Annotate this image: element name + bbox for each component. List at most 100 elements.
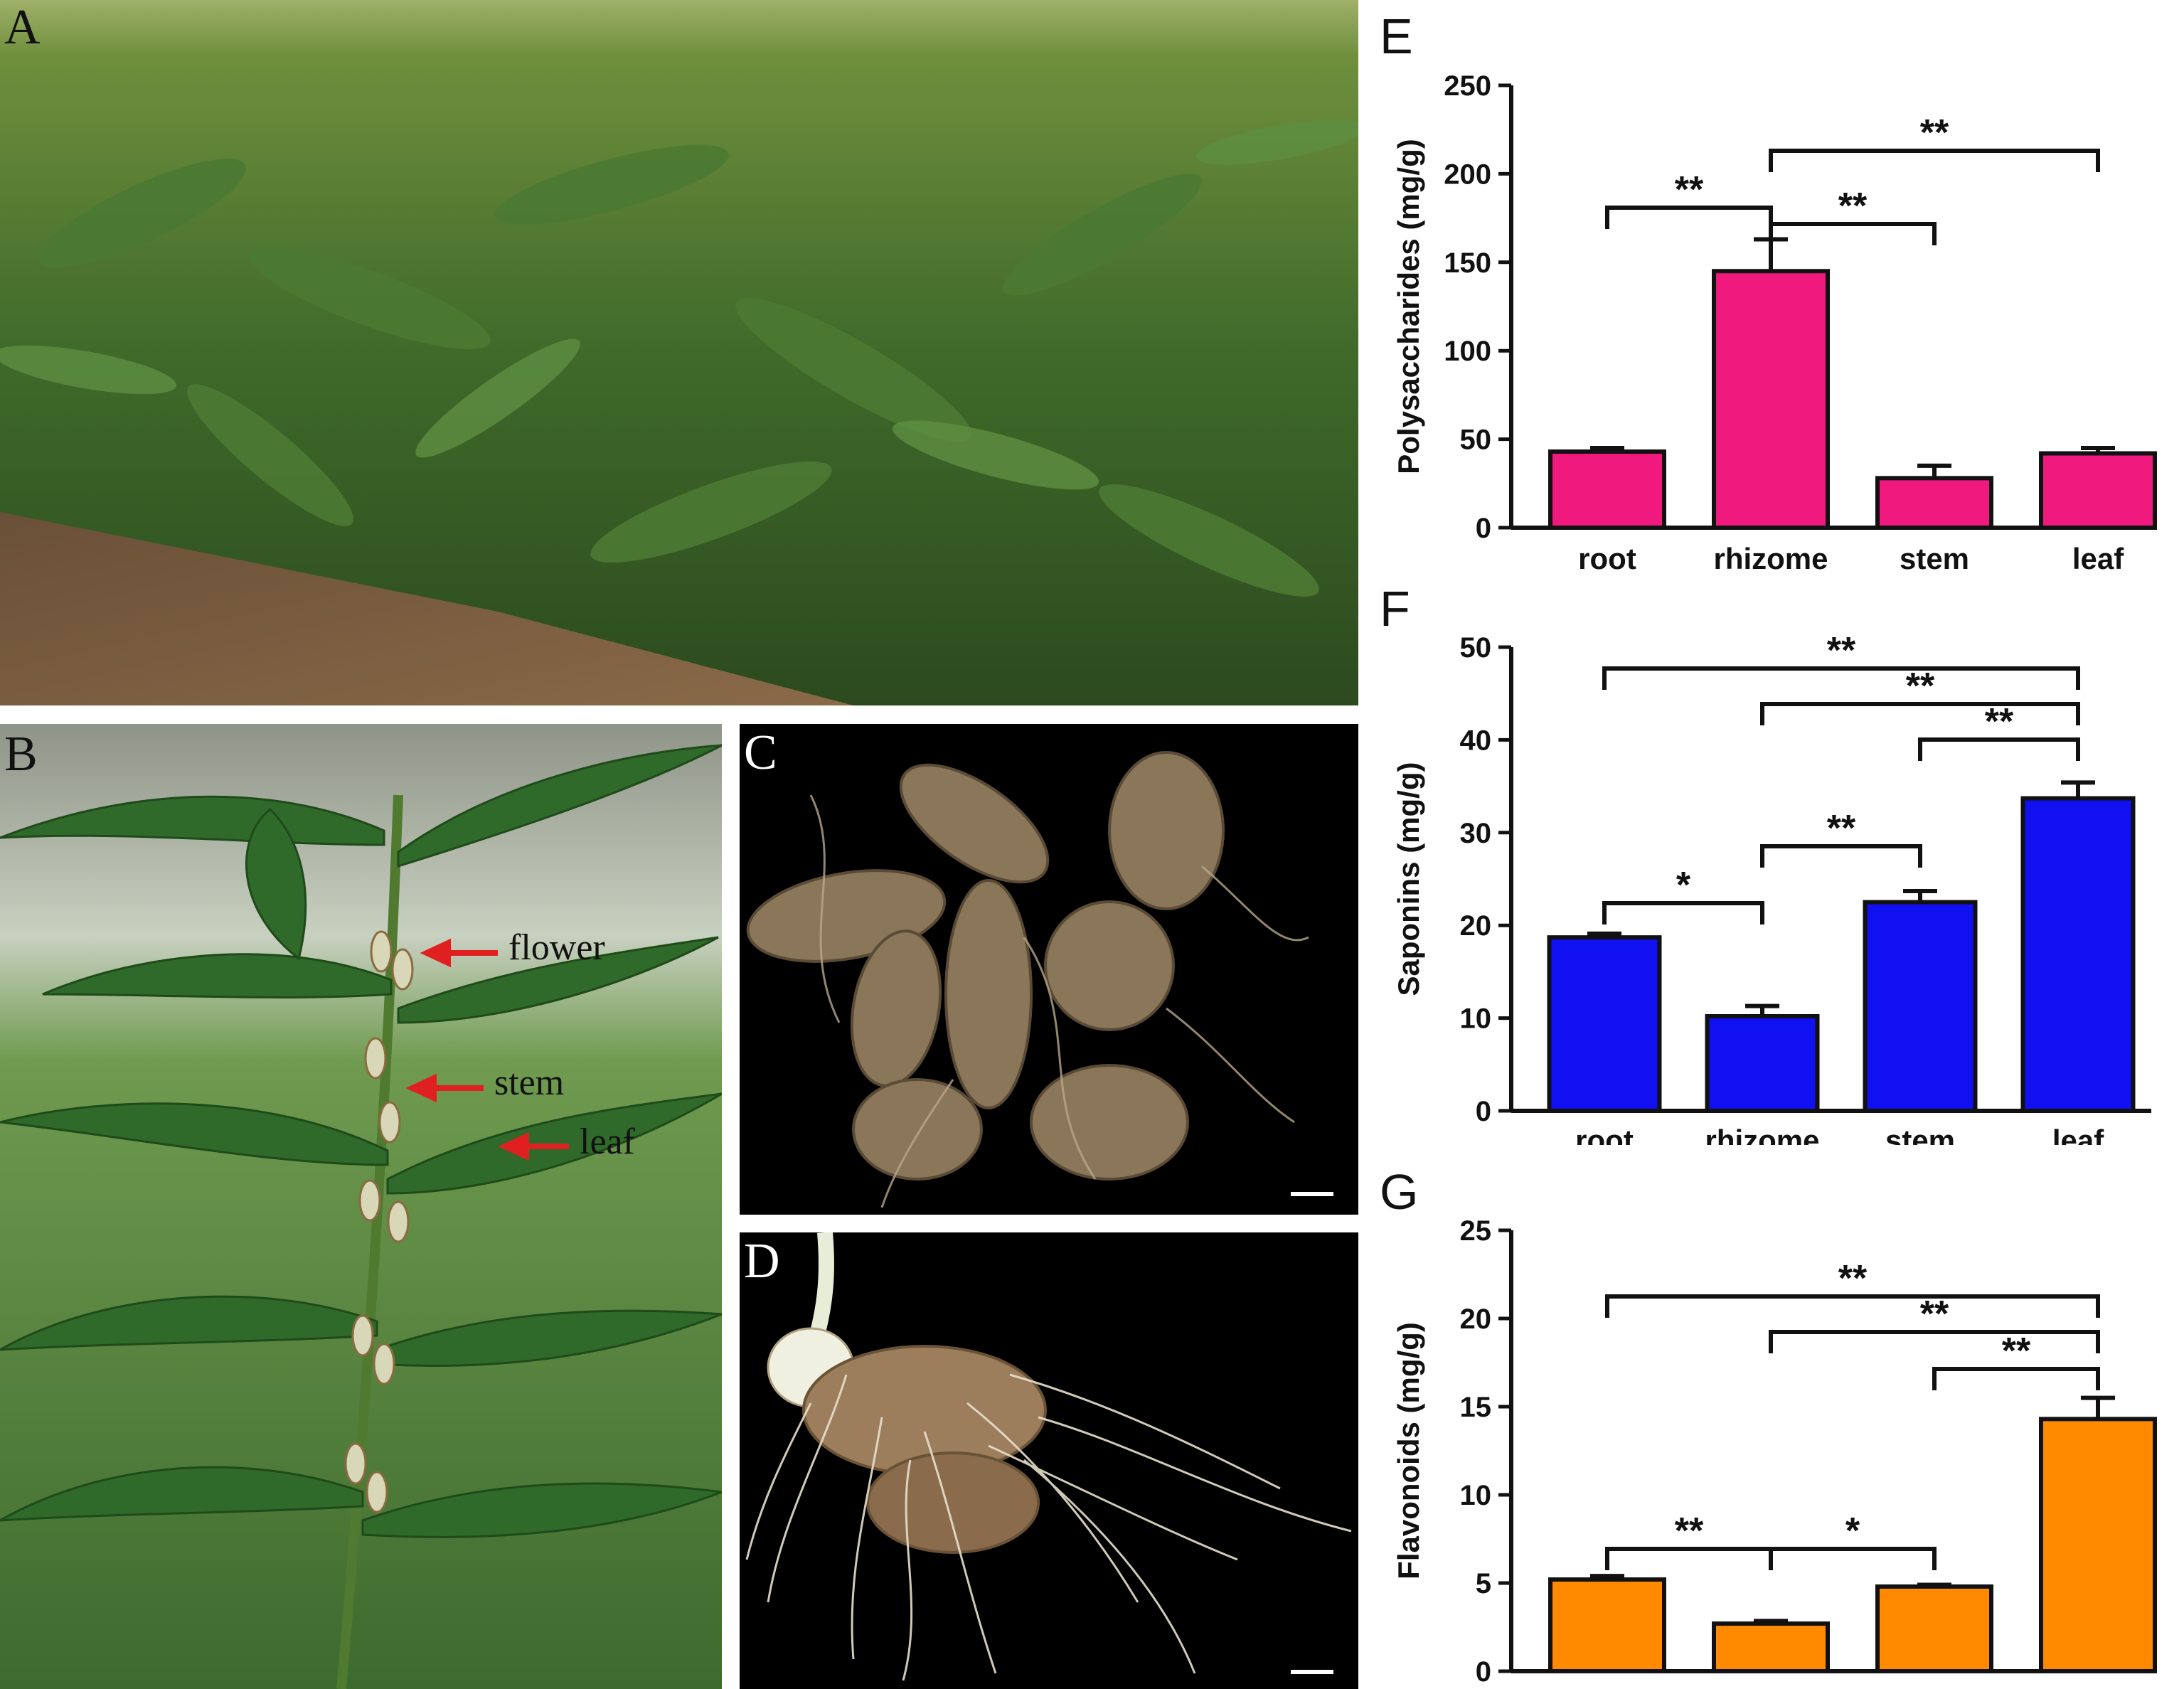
significance-label: ** [1985, 701, 2014, 742]
bar-stem [1875, 476, 1993, 530]
photo-panel-b: B flower stem leaf [0, 724, 722, 1689]
bracket-line [1760, 844, 1922, 868]
significance-label: ** [1906, 666, 1935, 707]
bar-root [1547, 935, 1662, 1114]
x-tick-label: root [1578, 1687, 1636, 1689]
annotation-stem: stem [494, 1062, 565, 1103]
bar-leaf [2039, 451, 2157, 531]
rhizome-photo [746, 751, 1333, 1208]
y-tick-label: 10 [1460, 1480, 1492, 1511]
significance-bracket: * [1602, 865, 1764, 925]
significance-label: ** [1675, 169, 1704, 211]
x-tick-label: stem [1900, 542, 1969, 575]
x-tick-label: stem [1900, 1687, 1969, 1689]
x-tick-label: rhizome [1713, 542, 1828, 575]
bracket-line [1602, 901, 1764, 925]
significance-label: ** [1675, 1510, 1704, 1552]
significance-bracket: ** [1932, 1331, 2100, 1390]
significance-label: ** [1827, 808, 1856, 849]
bracket-line [1769, 1547, 1937, 1570]
x-tick-label: leaf [2072, 542, 2124, 575]
bracket-line [1605, 206, 1773, 229]
y-tick-label: 150 [1444, 247, 1491, 279]
significance-bracket: ** [1605, 1258, 2100, 1318]
x-tick-label: stem [1885, 1124, 1955, 1145]
significance-bracket: ** [1769, 1294, 2100, 1353]
y-tick-label: 40 [1460, 725, 1492, 756]
bracket-line [1918, 737, 2080, 761]
significance-label: ** [2002, 1331, 2031, 1372]
x-tick-label: leaf [2072, 1687, 2124, 1689]
y-axis-label: Saponins (mg/g) [1392, 762, 1425, 996]
photo-panel-d: D [740, 1232, 1358, 1689]
bar-stem [1875, 1584, 1993, 1674]
y-tick-label: 0 [1476, 513, 1491, 544]
panel-label-d: D [744, 1234, 780, 1289]
scale-bar [1291, 1670, 1333, 1674]
significance-label: ** [1827, 630, 1856, 671]
significance-bracket: ** [1769, 112, 2100, 172]
bar-leaf [2020, 796, 2136, 1113]
significance-bracket: ** [1602, 630, 2080, 690]
y-tick-label: 15 [1460, 1392, 1492, 1423]
plant-photo [0, 724, 722, 1689]
y-tick-label: 25 [1460, 1215, 1492, 1247]
scale-bar [1291, 1192, 1333, 1196]
field-photo [0, 0, 1358, 705]
y-tick-label: 0 [1476, 1096, 1491, 1127]
significance-bracket: ** [1918, 701, 2080, 761]
y-tick-label: 5 [1476, 1568, 1491, 1599]
y-tick-label: 100 [1444, 336, 1491, 367]
bracket-line [1760, 702, 2080, 725]
root-photo [745, 1232, 1352, 1681]
bar-rhizome [1712, 1621, 1830, 1673]
annotation-flower: flower [508, 927, 605, 968]
panel-label-g: G [1380, 1164, 1418, 1220]
y-tick-label: 0 [1476, 1656, 1491, 1688]
bracket-line [1769, 1330, 2100, 1353]
y-tick-label: 20 [1460, 910, 1492, 942]
y-tick-label: 250 [1444, 70, 1491, 102]
bar-leaf [2039, 1417, 2157, 1673]
bracket-line [1932, 1367, 2100, 1390]
photo-panel-a: A [0, 0, 1358, 705]
panel-label-f: F [1380, 581, 1410, 636]
bracket-line [1605, 1547, 1773, 1570]
y-axis-label: Flavonoids (mg/g) [1392, 1322, 1425, 1579]
significance-label: ** [1838, 186, 1868, 227]
y-tick-label: 20 [1460, 1304, 1492, 1335]
bar-rhizome [1705, 1013, 1820, 1113]
y-axis-label: Polysaccharides (mg/g) [1392, 139, 1425, 474]
significance-bracket: ** [1769, 186, 1937, 245]
panel-label-a: A [4, 0, 41, 55]
bar-root [1548, 449, 1666, 530]
significance-bracket: ** [1605, 169, 1773, 229]
y-tick-label: 30 [1460, 818, 1492, 849]
significance-label: ** [1920, 112, 1949, 154]
chart-g-flavonoids: G 0 5 10 15 20 25 Flavonoids (mg/g) root rhizome s… [1380, 1164, 2157, 1689]
bar-rhizome [1712, 269, 1830, 530]
bracket-line [1602, 666, 2080, 690]
y-tick-label: 10 [1460, 1003, 1492, 1035]
y-tick-label: 50 [1460, 632, 1492, 664]
significance-bracket: ** [1760, 808, 1922, 868]
significance-label: * [1676, 865, 1691, 906]
bar-stem [1863, 900, 1978, 1113]
bracket-line [1605, 1294, 2100, 1318]
y-tick-label: 200 [1444, 159, 1491, 190]
x-tick-label: rhizome [1705, 1124, 1819, 1145]
annotation-arrows [405, 938, 569, 1161]
significance-label: ** [1920, 1294, 1949, 1335]
chart-e-polysaccharides: E 0 50 100 150 200 250 Polysaccharides (mg/g) ro… [1380, 9, 2157, 575]
panel-label-b: B [4, 727, 38, 782]
significance-label: ** [1838, 1258, 1868, 1299]
x-tick-label: leaf [2052, 1124, 2104, 1145]
significance-label: * [1845, 1510, 1860, 1552]
bracket-line [1769, 222, 1937, 245]
photo-panel-c: C [740, 724, 1358, 1215]
significance-bracket: ** [1760, 666, 2080, 725]
annotation-leaf: leaf [580, 1121, 635, 1162]
bar-root [1548, 1577, 1666, 1673]
significance-bracket: ** [1605, 1510, 1773, 1570]
panel-label-e: E [1380, 9, 1413, 64]
